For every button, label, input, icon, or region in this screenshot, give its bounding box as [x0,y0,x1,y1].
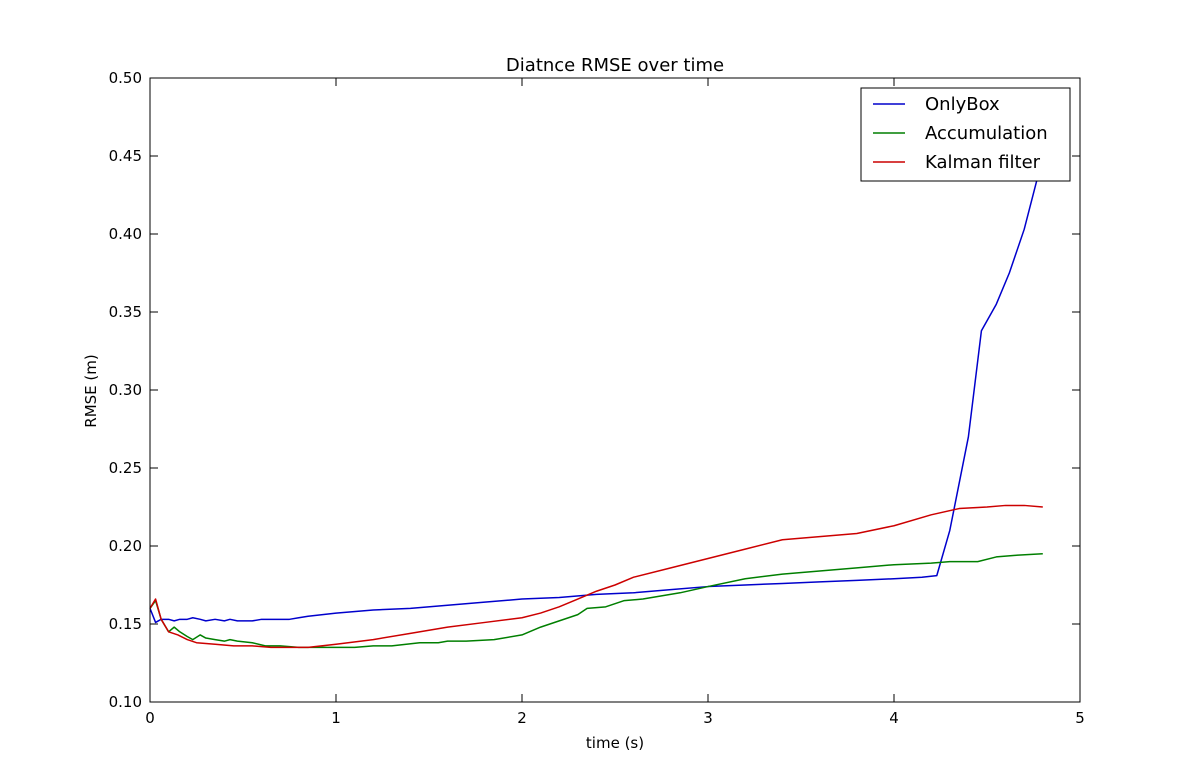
y-tick-label: 0.10 [109,693,142,711]
legend-entry-label: Kalman filter [925,152,1041,173]
y-tick-label: 0.35 [109,303,142,321]
x-tick-label: 0 [145,709,155,727]
plot-frame [149,77,1081,703]
chart-title: Diatnce RMSE over time [506,55,724,76]
ticks-layer: 0 1 2 3 4 5 0.10 0.15 0.20 0.25 0.30 0.35 0.40 0.45 0.… [109,69,1085,727]
x-tick-label: 1 [331,709,341,727]
legend-entry-label: OnlyBox [925,94,1000,115]
y-tick-label: 0.15 [109,615,142,633]
y-tick-label: 0.45 [109,147,142,165]
series-line-kalman-filter [149,504,1043,649]
y-tick-label: 0.40 [109,225,142,243]
y-tick-label: 0.20 [109,537,142,555]
x-tick-label: 3 [703,709,713,727]
x-axis-label: time (s) [586,734,644,752]
series-line-accumulation [149,553,1043,649]
x-tick-label: 2 [517,709,527,727]
y-tick-label: 0.50 [109,69,142,87]
legend: OnlyBox Accumulation Kalman filter [860,87,1071,182]
y-tick-label: 0.30 [109,381,142,399]
y-axis-label: RMSE (m) [82,354,100,427]
legend-entry-label: Accumulation [925,123,1048,144]
series-layer [149,171,1043,649]
series-line-onlybox [149,171,1040,624]
x-tick-label: 4 [889,709,899,727]
y-tick-label: 0.25 [109,459,142,477]
x-tick-label: 5 [1075,709,1085,727]
